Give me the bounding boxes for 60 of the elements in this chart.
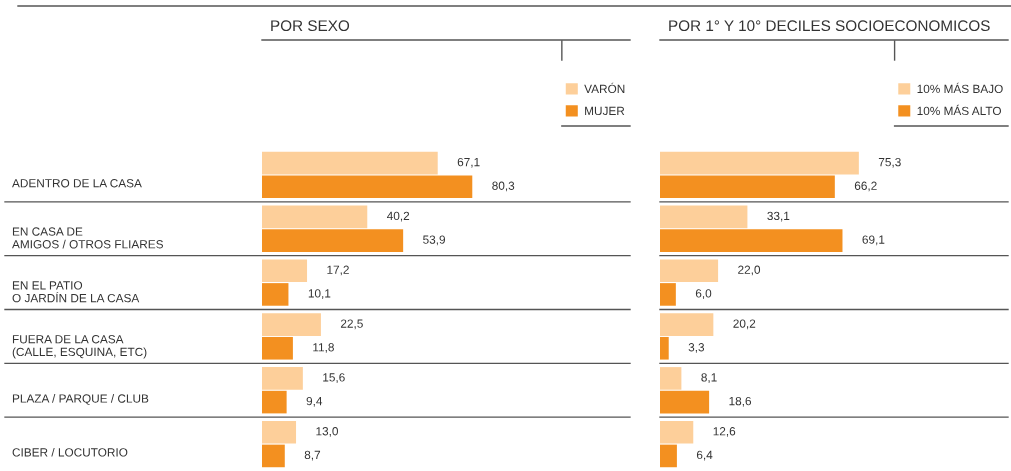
data-label: 8,1	[701, 373, 717, 383]
bar	[262, 229, 404, 252]
legend-label: VARÓN	[584, 82, 625, 94]
bar	[660, 259, 719, 283]
bar	[262, 259, 308, 283]
y-tick-label: CIBER / LOCUTORIO	[12, 447, 128, 457]
data-label: 15,6	[323, 373, 345, 383]
y-tick-label: FUERA DE LA CASA (CALLE, ESQUINA, ETC)	[12, 335, 147, 359]
legend-label: 10% MÁS BAJO	[917, 82, 1003, 94]
data-label: 80,3	[492, 181, 515, 192]
data-label: 75,3	[878, 157, 901, 168]
data-label: 6,0	[695, 289, 712, 299]
bar	[660, 205, 748, 229]
data-label: 67,1	[457, 157, 480, 168]
data-label: 66,2	[854, 181, 877, 192]
bar	[660, 175, 835, 199]
chart-title: POR SEXO	[271, 20, 350, 32]
bar	[660, 336, 669, 360]
data-label: 6,4	[696, 450, 713, 461]
bar	[262, 420, 297, 444]
bar	[660, 313, 714, 336]
bar	[262, 205, 368, 229]
data-label: 18,6	[729, 396, 752, 407]
bar	[262, 175, 473, 199]
legend-label: 10% MÁS ALTO	[917, 104, 1001, 116]
bar	[262, 390, 287, 414]
bar	[660, 229, 843, 252]
y-tick-label: EN CASA DE AMIGOS / OTROS FLIARES	[12, 227, 163, 249]
bar	[660, 367, 682, 390]
bar	[660, 283, 676, 306]
bar	[262, 151, 438, 175]
y-tick-label: ADENTRO DE LA CASA	[12, 179, 142, 188]
data-label: 17,2	[327, 265, 349, 276]
data-label: 22,5	[340, 319, 363, 330]
bar	[262, 336, 293, 360]
chart-title: POR 1° Y 10° DECILES SOCIOECONOMICOS	[669, 20, 990, 32]
bar	[660, 390, 710, 414]
data-label: 10,1	[308, 289, 331, 299]
y-tick-label: EN EL PATIO O JARDÍN DE LA CASA	[12, 281, 140, 303]
data-label: 3,3	[688, 343, 705, 353]
data-label: 20,2	[733, 319, 756, 330]
bar	[660, 151, 859, 175]
bar	[262, 313, 321, 336]
bar	[262, 444, 285, 468]
data-label: 40,2	[386, 211, 410, 222]
data-label: 9,4	[306, 396, 323, 407]
legend-label: MUJER	[585, 106, 625, 116]
data-label: 33,1	[767, 211, 790, 222]
bar	[262, 283, 289, 306]
data-label: 8,7	[304, 450, 321, 461]
y-tick-label: PLAZA / PARQUE / CLUB	[12, 394, 149, 405]
data-label: 12,6	[713, 427, 736, 437]
data-label: 13,0	[316, 427, 338, 437]
data-label: 53,9	[423, 235, 446, 246]
data-label: 69,1	[862, 235, 885, 246]
data-label: 11,8	[313, 343, 334, 353]
bar	[660, 420, 694, 444]
bar	[660, 444, 677, 468]
data-label: 22,0	[738, 265, 761, 276]
bar	[262, 367, 303, 390]
